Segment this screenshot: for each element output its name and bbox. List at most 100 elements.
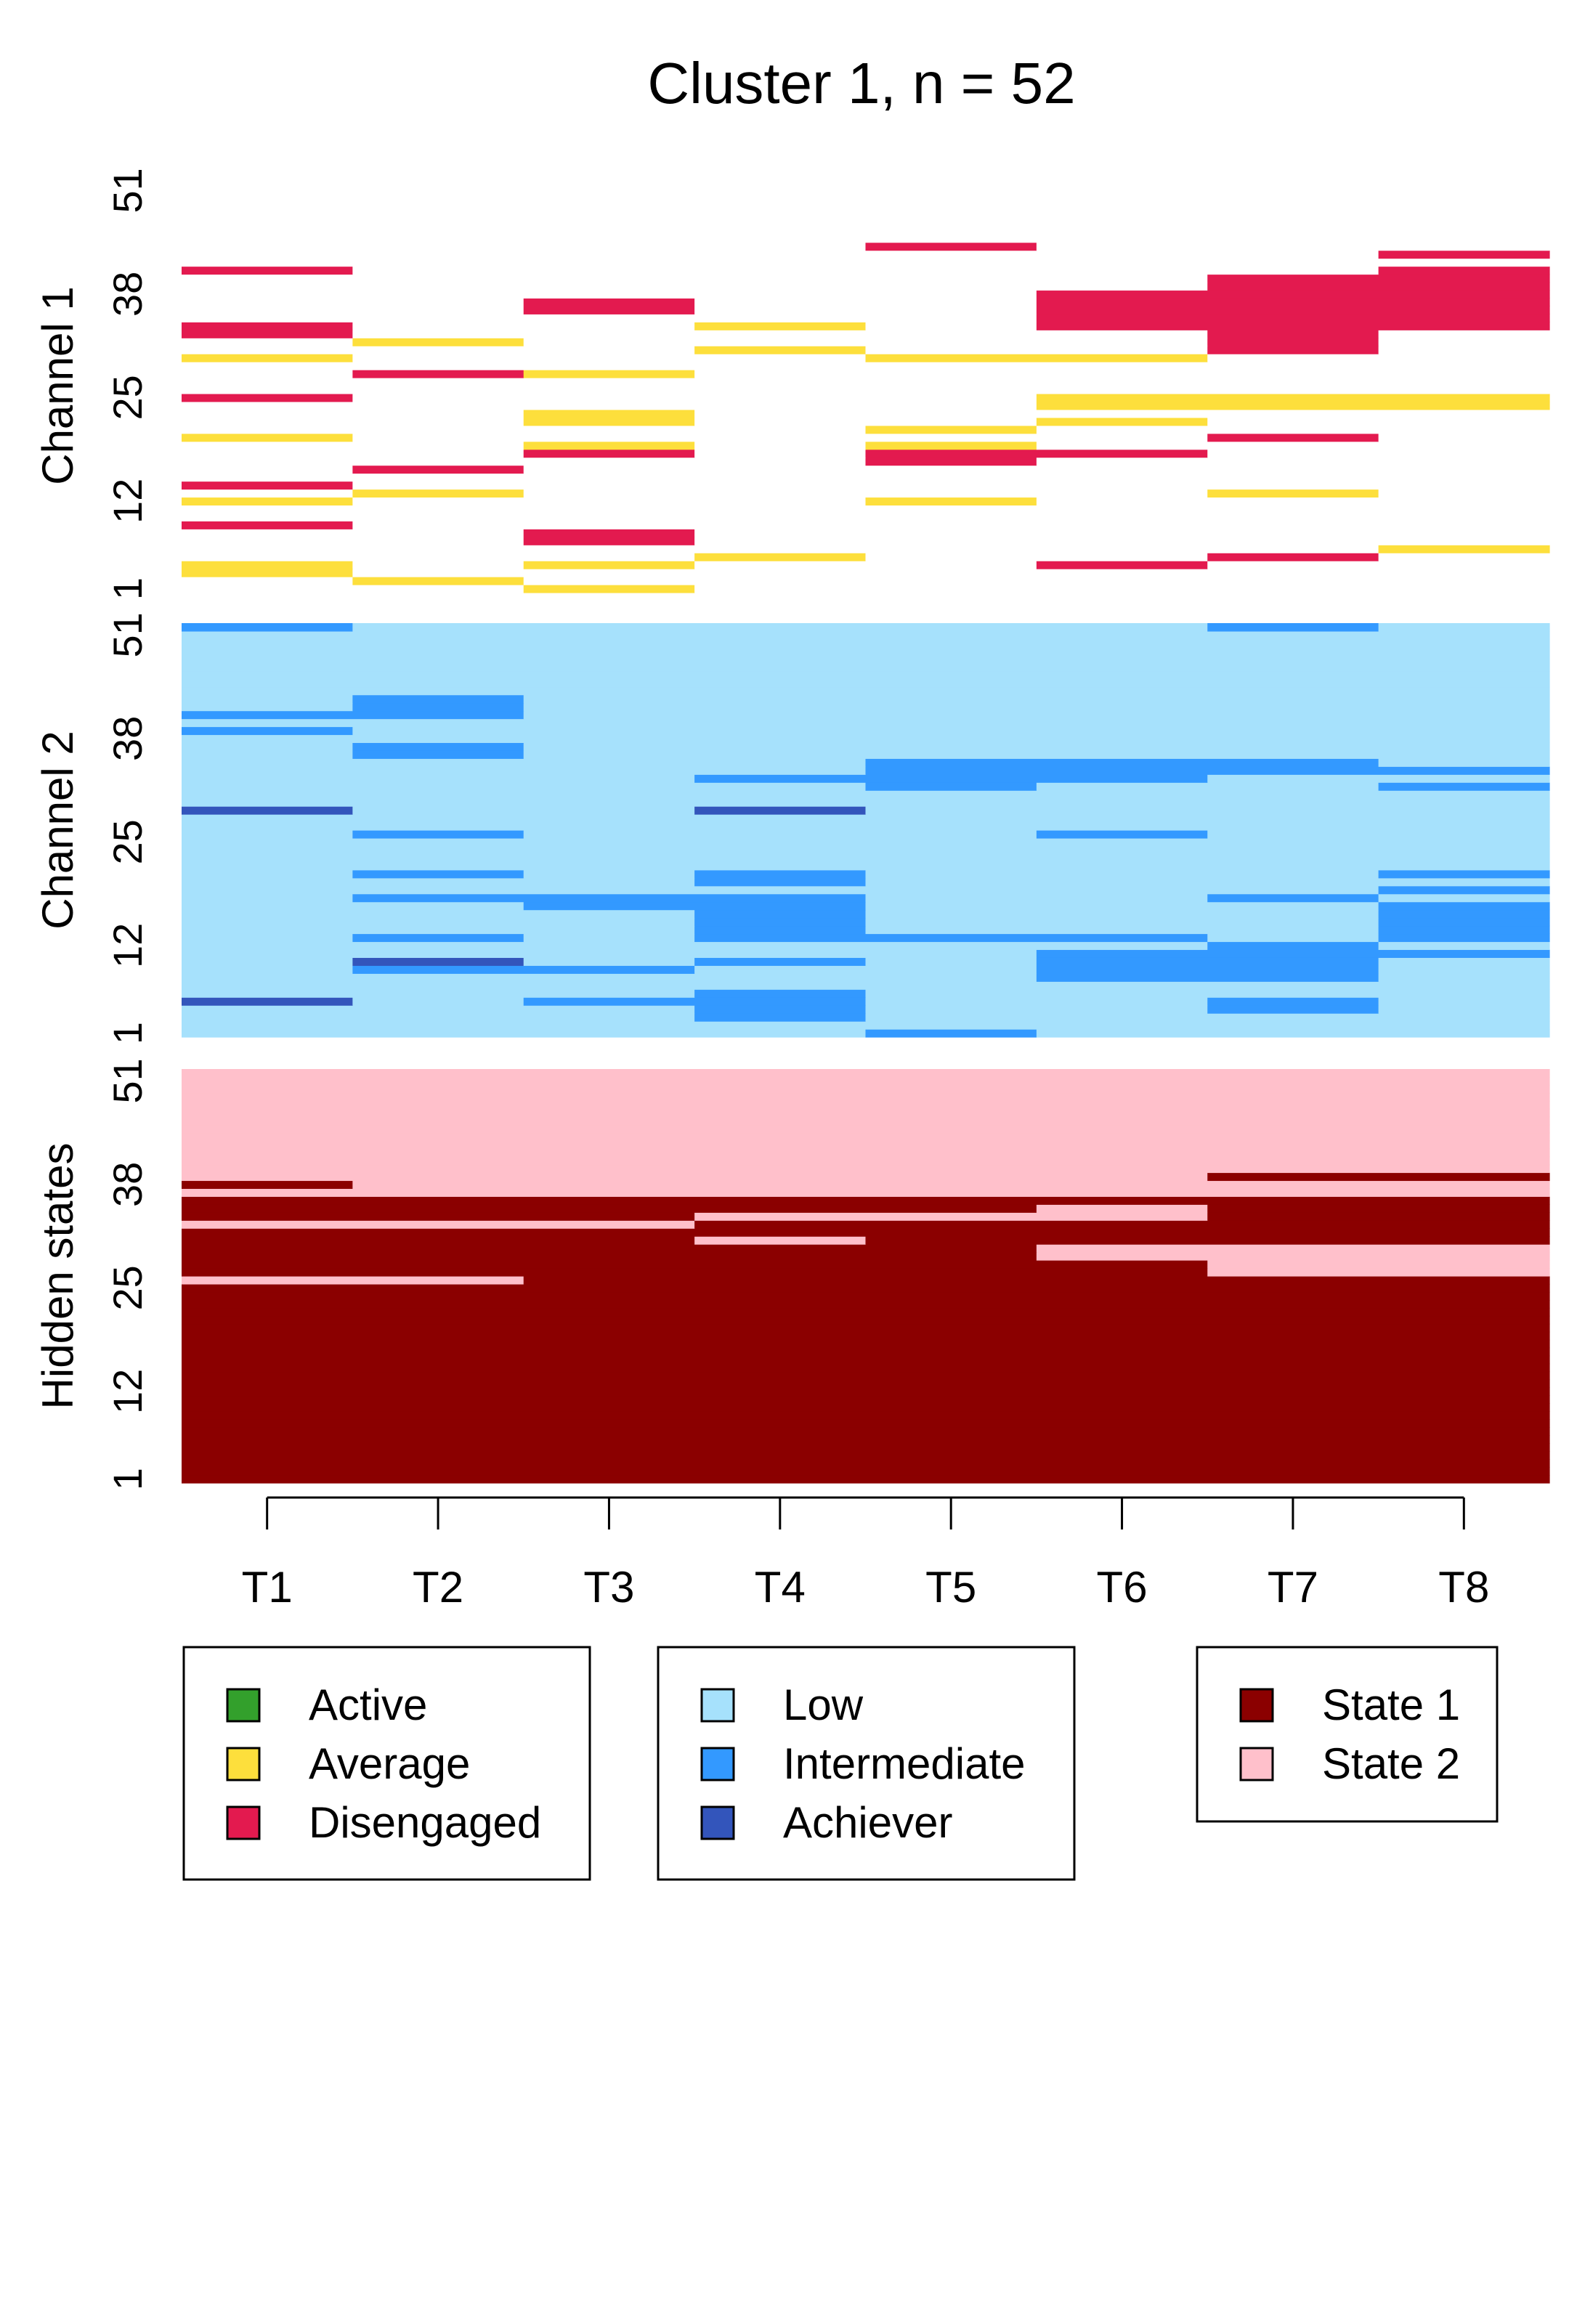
cell-channel-1-seq12-t2 (352, 497, 867, 506)
y-tick-label: 25 (105, 375, 150, 420)
cell-channel-2-seq37-t1 (182, 742, 353, 751)
cell-hidden-states-seq15-t1 (182, 1363, 1550, 1373)
cell-channel-2-seq36-t2 (352, 750, 524, 759)
cell-channel-1-seq45-t1 (182, 234, 1550, 243)
cell-hidden-states-seq7-t1 (182, 1427, 1550, 1436)
cell-channel-2-seq5-t2 (352, 997, 524, 1006)
cell-channel-1-seq1-t4 (694, 585, 1550, 593)
cell-channel-2-seq30-t1 (182, 798, 1550, 807)
cell-channel-2-seq1-t6 (1036, 1029, 1550, 1038)
cell-channel-2-seq5-t7 (1207, 997, 1379, 1006)
cell-channel-1-seq28-t1 (182, 370, 353, 378)
cell-channel-1-seq31-t8 (1378, 346, 1550, 354)
cell-hidden-states-seq22-t1 (182, 1307, 1550, 1317)
cell-channel-2-seq26-t2 (352, 830, 524, 839)
cell-hidden-states-seq50-t1 (182, 1084, 1550, 1094)
cell-channel-2-seq5-t3 (523, 997, 867, 1006)
cell-channel-1-seq32-t2 (352, 338, 524, 346)
cell-channel-2-seq26-t7 (1207, 830, 1550, 839)
cell-hidden-states-seq47-t1 (182, 1108, 1550, 1118)
cell-channel-1-seq6-t1 (182, 545, 1379, 553)
cell-channel-2-seq1-t1 (182, 1029, 867, 1038)
cell-channel-2-seq32-t6 (1036, 782, 1379, 791)
cell-channel-1-seq36-t6 (1036, 306, 1550, 314)
cell-channel-1-seq8-t3 (523, 529, 695, 537)
cell-channel-2-seq14-t8 (1378, 925, 1550, 935)
cell-hidden-states-seq9-t1 (182, 1411, 1550, 1420)
legend-2: Low Intermediate Achiever (657, 1646, 1076, 1881)
cell-channel-1-seq33-t1 (182, 330, 353, 338)
cell-channel-1-seq35-t6 (1036, 314, 1550, 322)
cell-hidden-states-seq34-t7 (1207, 1212, 1550, 1221)
cell-channel-2-seq13-t3 (523, 933, 695, 943)
cell-channel-2-seq11-t1 (182, 949, 1037, 958)
cell-channel-1-seq17-t1 (182, 457, 867, 466)
cell-channel-2-seq18-t7 (1207, 893, 1379, 903)
cell-channel-2-seq3-t4 (694, 1013, 867, 1022)
cell-channel-1-seq5-t7 (1207, 553, 1379, 561)
cell-channel-2-seq4-t5 (865, 1005, 1208, 1014)
cell-hidden-states-seq13-t1 (182, 1379, 1550, 1389)
cell-channel-1-seq37-t6 (1036, 298, 1550, 306)
cell-channel-1-seq34-t2 (352, 322, 695, 330)
cell-channel-2-seq8-t6 (1036, 973, 1379, 982)
cell-channel-1-seq4-t3 (523, 561, 695, 569)
cell-channel-1-seq20-t8 (1378, 433, 1550, 442)
cell-channel-1-seq36-t1 (182, 306, 524, 314)
cell-channel-2-seq19-t1 (182, 885, 1379, 895)
cell-channel-2-seq32-t1 (182, 782, 867, 791)
legend-swatch-intermediate (700, 1747, 735, 1781)
cell-channel-1-seq3-t2 (352, 569, 1550, 577)
cell-hidden-states-seq4-t1 (182, 1451, 1550, 1460)
cell-channel-2-seq52-t1 (182, 623, 353, 632)
cell-channel-2-seq18-t5 (865, 893, 1208, 903)
cell-channel-1-seq13-t8 (1378, 489, 1550, 498)
cell-channel-1-seq43-t8 (1378, 250, 1550, 259)
cell-channel-2-seq12-t8 (1378, 941, 1550, 951)
cell-channel-1-seq31-t4 (694, 346, 867, 354)
cell-channel-1-seq26-t1 (182, 386, 1550, 394)
cell-hidden-states-seq41-t1 (182, 1156, 1550, 1166)
panel-channel-2: 1 12 25 38 51 Channel 2 (33, 612, 1550, 1044)
cell-channel-2-seq43-t1 (182, 694, 353, 704)
legend-swatch-state-2 (1239, 1747, 1274, 1781)
cell-channel-1-seq19-t6 (1036, 441, 1550, 450)
channel-label: Hidden states (33, 1143, 82, 1410)
cell-channel-2-seq15-t1 (182, 917, 695, 927)
cell-channel-1-seq52-t1 (182, 179, 1550, 187)
legend-1: Active Average Disengaged (182, 1646, 591, 1881)
cell-channel-1-seq34-t4 (694, 322, 867, 330)
cell-channel-2-seq3-t1 (182, 1013, 695, 1022)
cell-channel-2-seq4-t7 (1207, 1005, 1379, 1014)
cell-channel-1-seq13-t1 (182, 489, 353, 498)
cell-hidden-states-seq35-t7 (1207, 1204, 1550, 1213)
cell-channel-2-seq12-t7 (1207, 941, 1379, 951)
cell-channel-2-seq6-t4 (694, 989, 867, 998)
cell-channel-1-seq15-t1 (182, 473, 1550, 482)
cell-channel-2-seq11-t6 (1036, 949, 1550, 958)
cell-channel-2-seq25-t1 (182, 837, 1550, 847)
cell-channel-2-seq9-t4 (694, 965, 1037, 974)
cell-hidden-states-seq35-t6 (1036, 1204, 1208, 1213)
cell-channel-1-seq18-t4 (694, 449, 867, 458)
cell-channel-2-seq33-t1 (182, 774, 695, 783)
cell-channel-2-seq36-t3 (523, 750, 1550, 759)
cell-hidden-states-seq39-t1 (182, 1172, 1208, 1182)
cell-channel-2-seq28-t1 (182, 814, 1550, 823)
cell-channel-1-seq32-t3 (523, 338, 1208, 346)
cell-channel-2-seq52-t7 (1207, 623, 1379, 632)
cell-channel-1-seq12-t5 (865, 497, 1037, 506)
x-tick-label: T1 (242, 1563, 293, 1612)
cell-channel-2-seq16-t4 (694, 909, 867, 919)
cell-channel-1-seq25-t1 (182, 393, 353, 402)
cell-channel-2-seq10-t5 (865, 957, 1037, 966)
legend-swatch-low (700, 1688, 735, 1723)
cell-channel-1-seq19-t4 (694, 441, 867, 450)
cell-channel-2-seq33-t7 (1207, 774, 1550, 783)
cell-channel-2-seq17-t3 (523, 901, 867, 911)
cell-channel-2-seq19-t8 (1378, 885, 1550, 895)
panel-hidden-states: 1 12 25 38 51 Hidden states (33, 1058, 1550, 1490)
cell-channel-1-seq32-t1 (182, 338, 353, 346)
cell-hidden-states-seq45-t1 (182, 1124, 1550, 1134)
cell-channel-2-seq34-t5 (865, 766, 1550, 775)
